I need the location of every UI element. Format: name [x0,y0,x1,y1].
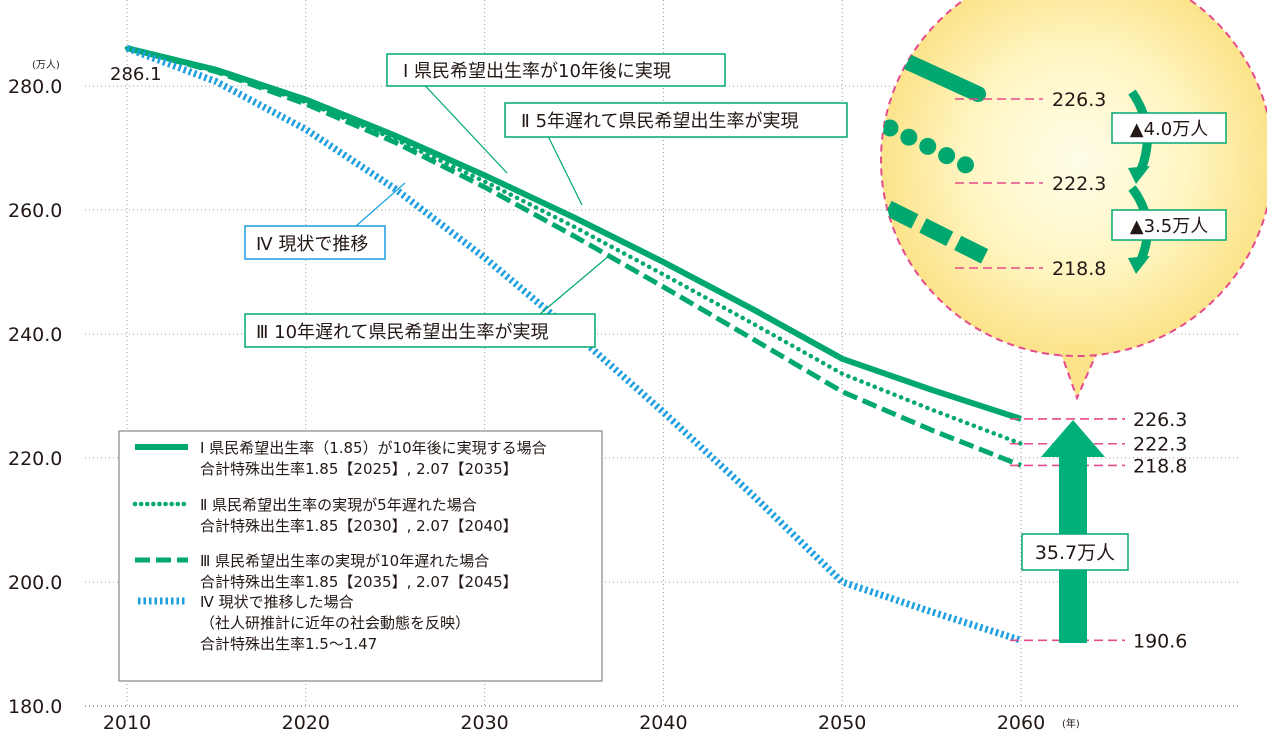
y-tick-label: 180.0 [8,696,62,718]
y-tick-label: 280.0 [8,76,62,98]
zoom-value-3: 218.8 [1052,258,1106,280]
zoom-lines [881,55,1043,269]
x-tick-label: 2040 [639,712,687,734]
callouts: Ⅰ 県民希望出生率が10年後に実現 Ⅱ 5年遅れて県民希望出生率が実現 Ⅳ 現状… [244,53,848,348]
end-value-s3: 218.8 [1133,455,1187,477]
callout-s1: Ⅰ 県民希望出生率が10年後に実現 [403,61,671,82]
end-value-s1: 226.3 [1133,409,1187,431]
zoom-bubble: 226.3 222.3 218.8 ▲4.0万人 ▲3.5万人 [880,0,1267,401]
difference-label: 35.7万人 [1035,542,1115,564]
zoom-line-s1 [902,55,986,102]
zoom-value-1: 226.3 [1052,89,1106,111]
series-line-s1 [126,45,1022,422]
y-tick-label: 240.0 [8,324,62,346]
x-unit-label: (年) [1062,717,1080,730]
callout-s3-box [244,313,596,348]
axis-ticks: 280.0 260.0 240.0 220.0 200.0 180.0 (万人) 2010 20… [8,59,1080,734]
end-value-s4: 190.6 [1133,630,1187,652]
difference-arrow-head [1041,420,1105,457]
end-value-s2: 222.3 [1133,434,1187,456]
y-unit-label: (万人) [32,59,60,71]
zoom-bubble-pointer [1058,349,1100,401]
callout-s2-box [504,102,848,138]
callout-s4: Ⅳ 現状で推移 [256,234,368,255]
legend-text-s4: （社人研推計に近年の社会動態を反映） [200,614,470,632]
y-tick-label: 200.0 [8,572,62,594]
legend-text-s3: Ⅲ 県民希望出生率の実現が10年遅れた場合 [200,552,489,570]
zoom-diff-1: ▲4.0万人 [1130,119,1208,140]
legend-text-s1: 合計特殊出生率1.85【2025】, 2.07【2035】 [200,460,518,478]
callout-s1-box [386,53,726,87]
x-tick-label: 2060 [997,712,1045,734]
start-value-label: 286.1 [110,64,162,85]
legend-text-s2: 合計特殊出生率1.85【2030】, 2.07【2040】 [200,517,518,535]
legend-text-s4: Ⅳ 現状で推移した場合 [200,593,354,611]
callout-s4-box [244,225,386,260]
zoom-diff-box-1 [1111,112,1227,144]
difference-label-box [1021,533,1129,571]
x-tick-label: 2050 [818,712,866,734]
series-line-s3 [126,45,1022,468]
zoom-value-2: 222.3 [1052,173,1106,195]
y-tick-label: 260.0 [8,200,62,222]
callout-s2: Ⅱ 5年遅れて県民希望出生率が実現 [521,111,799,132]
zoom-diff-2: ▲3.5万人 [1130,216,1208,237]
zoom-line-s3 [884,200,992,266]
legend-box [118,430,603,682]
x-tick-label: 2010 [103,712,151,734]
zoom-line-s2 [881,119,981,177]
difference-arrow: 35.7万人 [1021,420,1129,643]
zoom-diff-box-2 [1111,209,1227,241]
x-tick-label: 2030 [460,712,508,734]
callout-s3: Ⅲ 10年遅れて県民希望出生率が実現 [256,322,549,343]
legend-text-s1: Ⅰ 県民希望出生率（1.85）が10年後に実現する場合 [200,439,547,457]
x-tick-label: 2020 [282,712,330,734]
legend: Ⅰ 県民希望出生率（1.85）が10年後に実現する場合合計特殊出生率1.85【2… [118,430,603,682]
legend-text-s4: 合計特殊出生率1.5〜1.47 [200,635,377,653]
legend-text-s3: 合計特殊出生率1.85【2035】, 2.07【2045】 [200,573,518,591]
legend-text-s2: Ⅱ 県民希望出生率の実現が5年遅れた場合 [200,496,477,514]
y-tick-label: 220.0 [8,448,62,470]
